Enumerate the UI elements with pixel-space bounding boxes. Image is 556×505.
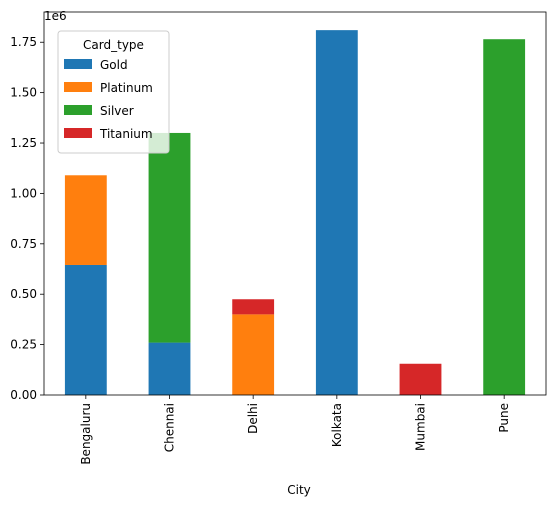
x-tick-label: Pune [497, 403, 511, 433]
y-tick-label: 0.50 [10, 287, 37, 301]
y-axis: 0.00 0.25 0.50 0.75 1.00 1.25 1.50 1.75 [10, 35, 44, 402]
bar-kolkata-gold [315, 30, 358, 396]
y-tick-label: 1.75 [10, 35, 37, 49]
y-tick-label: 0.00 [10, 388, 37, 402]
x-axis-label: City [287, 483, 311, 497]
bar-chennai-gold [148, 342, 191, 395]
bar-pune-silver [483, 39, 526, 395]
x-tick-label: Delhi [246, 403, 260, 434]
legend: Card_type Gold Platinum Silver Titanium [57, 30, 170, 154]
x-tick-label: Bengaluru [79, 403, 93, 465]
legend-swatch-platinum [64, 82, 92, 92]
bar-bengaluru-platinum [64, 175, 107, 265]
legend-label-gold: Gold [100, 58, 128, 72]
y-tick-label: 1.00 [10, 186, 37, 200]
plot-frame [43, 11, 547, 396]
bar-delhi-platinum [232, 314, 275, 395]
y-offset-label: 1e6 [44, 9, 67, 23]
bars-layer [64, 30, 526, 396]
x-tick-label: Mumbai [414, 403, 428, 451]
y-tick-label: 1.50 [10, 86, 37, 100]
y-tick-label: 0.75 [10, 237, 37, 251]
x-tick-label: Kolkata [330, 403, 344, 447]
legend-swatch-titanium [64, 128, 92, 138]
bar-chennai-silver [148, 132, 191, 343]
y-tick-label: 0.25 [10, 338, 37, 352]
legend-label-titanium: Titanium [99, 127, 153, 141]
x-axis: Bengaluru Chennai Delhi Kolkata Mumbai Pune [79, 395, 511, 465]
legend-swatch-gold [64, 59, 92, 69]
legend-label-silver: Silver [100, 104, 134, 118]
legend-label-platinum: Platinum [100, 81, 153, 95]
bar-bengaluru-gold [64, 264, 107, 395]
bar-delhi-titanium [232, 299, 275, 315]
legend-title: Card_type [83, 38, 144, 52]
y-tick-label: 1.25 [10, 136, 37, 150]
bar-mumbai-titanium [399, 363, 442, 395]
legend-swatch-silver [64, 105, 92, 115]
x-tick-label: Chennai [163, 403, 177, 452]
